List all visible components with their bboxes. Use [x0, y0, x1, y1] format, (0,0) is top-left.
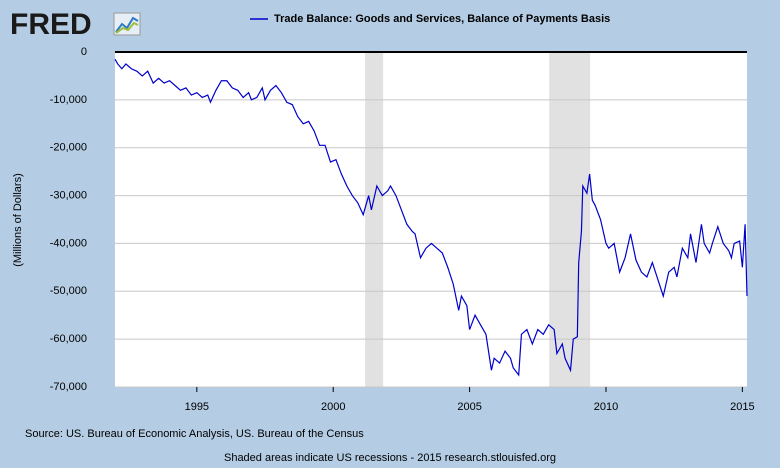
y-tick-label: 0 — [81, 46, 87, 58]
plot-area — [115, 52, 747, 387]
x-tick-label: 2010 — [594, 401, 618, 413]
y-tick-label: -30,000 — [50, 189, 87, 201]
source: Source: US. Bureau of Economic Analysis,… — [25, 428, 364, 440]
recession-shade — [549, 52, 591, 387]
legend-label: Trade Balance: Goods and Services, Balan… — [274, 13, 610, 25]
y-tick-label: -40,000 — [50, 237, 87, 249]
x-tick-label: 1995 — [185, 401, 209, 413]
y-tick-label: -50,000 — [50, 285, 87, 297]
y-tick-label: -10,000 — [50, 94, 87, 106]
y-tick-label: -60,000 — [50, 333, 87, 345]
x-tick-label: 2000 — [321, 401, 345, 413]
data-line — [114, 58, 748, 377]
x-tick-label: 2015 — [730, 401, 754, 413]
x-tick-label: 2005 — [457, 401, 481, 413]
recession-shade — [365, 52, 384, 387]
footer: Shaded areas indicate US recessions - 20… — [224, 452, 556, 464]
logo-icon — [113, 12, 141, 36]
y-tick-label: -70,000 — [50, 381, 87, 393]
logo: FRED — [10, 8, 92, 41]
y-tick-label: -20,000 — [50, 142, 87, 154]
y-axis-label: (Millions of Dollars) — [12, 173, 24, 267]
